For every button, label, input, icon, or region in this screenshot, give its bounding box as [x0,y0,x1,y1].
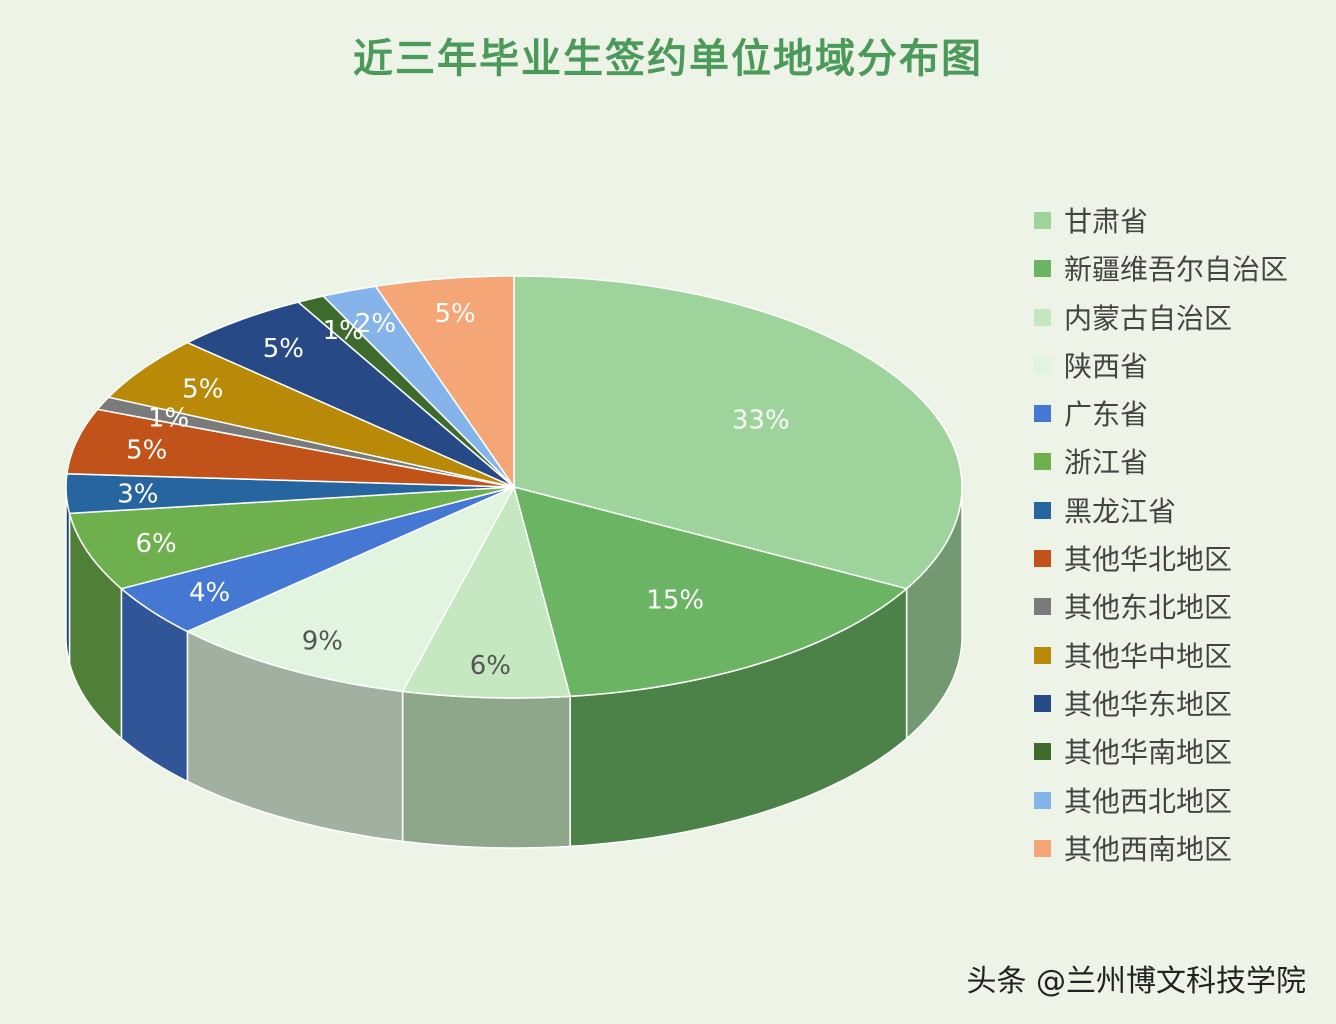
legend-swatch [1034,791,1051,809]
pie-slice-10[interactable] [107,341,515,488]
data-labels: 33%15%6%9%4%6%3%5%1%5%5%1%2% 5% [117,299,789,681]
data-label-2: 15% [646,586,704,616]
legend-label: 广东省 [1064,398,1149,432]
pie-slices [65,275,963,699]
legend-label: 其他西北地区 [1064,784,1233,818]
pie-slice-14[interactable] [374,275,515,490]
pie-slice-13[interactable] [321,285,515,488]
legend-label: 浙江省 [1064,446,1149,480]
pie-slice-3[interactable] [401,484,572,699]
legend-swatch [1034,453,1051,471]
legend-swatch [1034,743,1051,761]
pie-side-walls [65,487,963,849]
legend-label: 内蒙古自治区 [1064,301,1233,335]
legend-swatch [1034,260,1051,278]
chart-title: 近三年毕业生签约单位地域分布图 [353,36,983,82]
pie-slice-11[interactable] [185,301,515,488]
legend-label: 其他西南地区 [1064,832,1233,866]
legend-label: 其他华东地区 [1064,687,1233,721]
data-label-13: 2% [355,309,396,339]
legend-label: 其他华南地区 [1064,736,1233,770]
data-label-10: 5% [182,374,223,404]
legend-swatch [1034,501,1051,519]
data-label-7: 3% [117,480,158,510]
legend-swatch [1034,839,1051,857]
legend-swatch [1034,598,1051,616]
pie-side-3 [401,690,571,849]
pie-slice-12[interactable] [296,295,515,488]
pie-slice-4[interactable] [185,485,516,693]
legend-label: 黑龙江省 [1064,494,1177,528]
data-label-14: 5% [434,299,475,329]
legend-label: 陕西省 [1064,349,1149,383]
data-label-12: 1% [323,316,364,346]
pie-slice-2[interactable] [512,485,909,698]
pie-slice-5[interactable] [119,486,515,633]
watermark: 头条 @兰州博文科技学院 [966,964,1306,999]
legend-label: 其他华北地区 [1064,543,1233,577]
data-label-5: 4% [189,578,230,608]
data-label-11: 5% [263,334,304,364]
data-label-9: 1% [148,404,189,434]
legend-swatch [1034,308,1051,326]
pie-slice-1[interactable] [513,275,963,590]
legend-swatch [1034,646,1051,664]
pie-slice-8[interactable] [66,408,515,488]
legend-swatch [1034,694,1051,712]
legend-swatch [1034,405,1051,423]
data-label-8: 5% [126,435,167,465]
legend-swatch [1034,356,1051,374]
legend-label: 其他东北地区 [1064,591,1233,625]
legend-swatch [1034,550,1051,568]
legend-label: 新疆维吾尔自治区 [1064,253,1289,287]
data-label-6: 6% [135,529,176,559]
data-label-4: 9% [302,627,343,657]
legend-label: 其他华中地区 [1064,639,1233,673]
legend-swatch [1034,212,1051,229]
legend-label: 甘肃省 [1064,205,1149,238]
data-label-3: 6% [470,651,511,681]
pie-slice-6[interactable] [68,486,515,590]
data-label-1: 33% [732,405,790,435]
